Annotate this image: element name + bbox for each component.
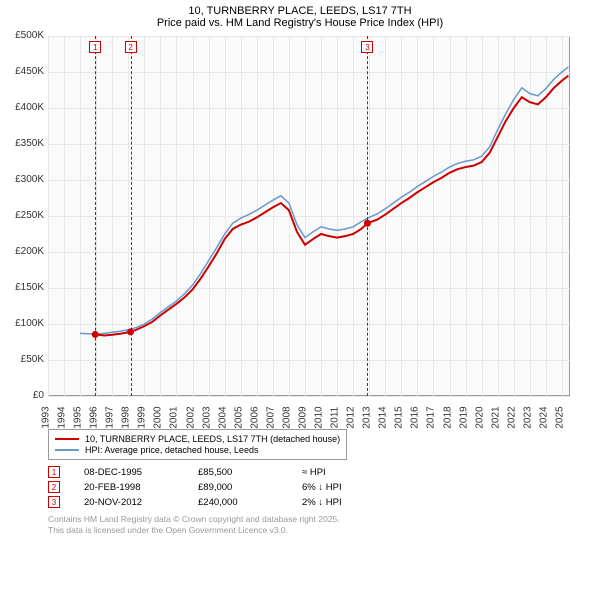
x-axis-label: 2024	[538, 403, 553, 433]
footer-line2: This data is licensed under the Open Gov…	[48, 525, 600, 536]
x-axis-label: 2014	[378, 403, 393, 433]
transaction-row: 320-NOV-2012£240,0002% ↓ HPI	[48, 496, 600, 508]
title-line1: 10, TURNBERRY PLACE, LEEDS, LS17 7TH	[10, 5, 590, 17]
series-hpi	[80, 67, 568, 334]
marker-2: 2	[125, 41, 137, 53]
x-axis-label: 2004	[217, 403, 232, 433]
x-axis-label: 1999	[137, 403, 152, 433]
x-axis-label: 2008	[281, 403, 296, 433]
legend-item: HPI: Average price, detached house, Leed…	[55, 445, 340, 455]
footer-line1: Contains HM Land Registry data © Crown c…	[48, 514, 600, 525]
transactions-table: 108-DEC-1995£85,500≈ HPI 220-FEB-1998£89,…	[48, 466, 600, 508]
y-axis-label: £400K	[0, 102, 44, 113]
x-axis-label: 2007	[265, 403, 280, 433]
x-axis-label: 2000	[153, 403, 168, 433]
chart-title-block: 10, TURNBERRY PLACE, LEEDS, LS17 7TH Pri…	[0, 0, 600, 31]
x-axis-label: 2006	[249, 403, 264, 433]
x-axis-label: 2010	[314, 403, 329, 433]
x-axis-label: 2002	[185, 403, 200, 433]
x-axis-label: 2022	[506, 403, 521, 433]
x-axis-label: 2025	[554, 403, 569, 433]
marker-1: 1	[89, 41, 101, 53]
x-axis-label: 1993	[41, 403, 56, 433]
y-axis-label: £0	[0, 390, 44, 401]
x-axis-label: 2019	[458, 403, 473, 433]
x-axis-label: 2009	[297, 403, 312, 433]
y-axis-label: £300K	[0, 174, 44, 185]
y-axis-label: £150K	[0, 282, 44, 293]
y-axis-label: £100K	[0, 318, 44, 329]
legend: 10, TURNBERRY PLACE, LEEDS, LS17 7TH (de…	[48, 429, 347, 460]
x-axis-label: 2003	[201, 403, 216, 433]
x-axis-label: 2023	[522, 403, 537, 433]
transaction-row: 220-FEB-1998£89,0006% ↓ HPI	[48, 481, 600, 493]
chart-lines	[48, 36, 570, 396]
y-axis-label: £500K	[0, 30, 44, 41]
title-line2: Price paid vs. HM Land Registry's House …	[10, 17, 590, 29]
x-axis-label: 1994	[57, 403, 72, 433]
y-axis-label: £200K	[0, 246, 44, 257]
chart-area: £0 £50K £100K £150K £200K £250K £300K £350K £400…	[0, 36, 570, 421]
x-axis-label: 2017	[426, 403, 441, 433]
x-axis-label: 2018	[442, 403, 457, 433]
x-axis-label: 1997	[105, 403, 120, 433]
x-axis-label: 2011	[330, 403, 345, 433]
legend-item: 10, TURNBERRY PLACE, LEEDS, LS17 7TH (de…	[55, 434, 340, 444]
x-axis-label: 2012	[346, 403, 361, 433]
x-axis-label: 1996	[89, 403, 104, 433]
x-axis-label: 2020	[474, 403, 489, 433]
x-axis-label: 2016	[410, 403, 425, 433]
footer: Contains HM Land Registry data © Crown c…	[48, 514, 600, 536]
x-axis-label: 1995	[73, 403, 88, 433]
x-axis-label: 2013	[362, 403, 377, 433]
marker-3: 3	[361, 41, 373, 53]
transaction-row: 108-DEC-1995£85,500≈ HPI	[48, 466, 600, 478]
y-axis-label: £450K	[0, 66, 44, 77]
x-axis-label: 2005	[233, 403, 248, 433]
x-axis-label: 2001	[169, 403, 184, 433]
y-axis-label: £250K	[0, 210, 44, 221]
x-axis-label: 2021	[490, 403, 505, 433]
y-axis-label: £350K	[0, 138, 44, 149]
y-axis-label: £50K	[0, 354, 44, 365]
series-property	[95, 76, 568, 336]
x-axis-label: 1998	[121, 403, 136, 433]
x-axis-label: 2015	[394, 403, 409, 433]
